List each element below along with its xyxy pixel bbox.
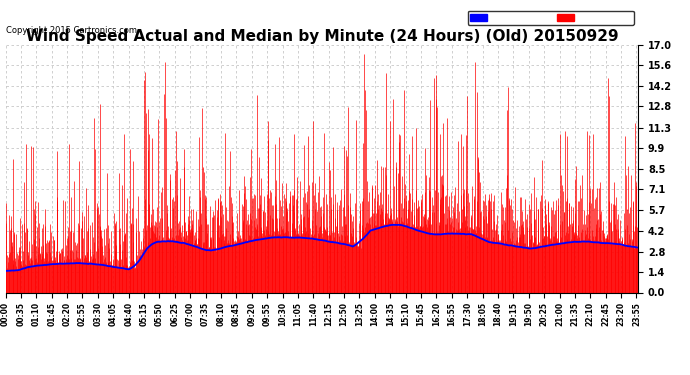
- Title: Wind Speed Actual and Median by Minute (24 Hours) (Old) 20150929: Wind Speed Actual and Median by Minute (…: [26, 29, 618, 44]
- Legend: Median (mph), Wind (mph): Median (mph), Wind (mph): [468, 11, 634, 25]
- Text: Copyright 2015 Cartronics.com: Copyright 2015 Cartronics.com: [6, 26, 137, 35]
